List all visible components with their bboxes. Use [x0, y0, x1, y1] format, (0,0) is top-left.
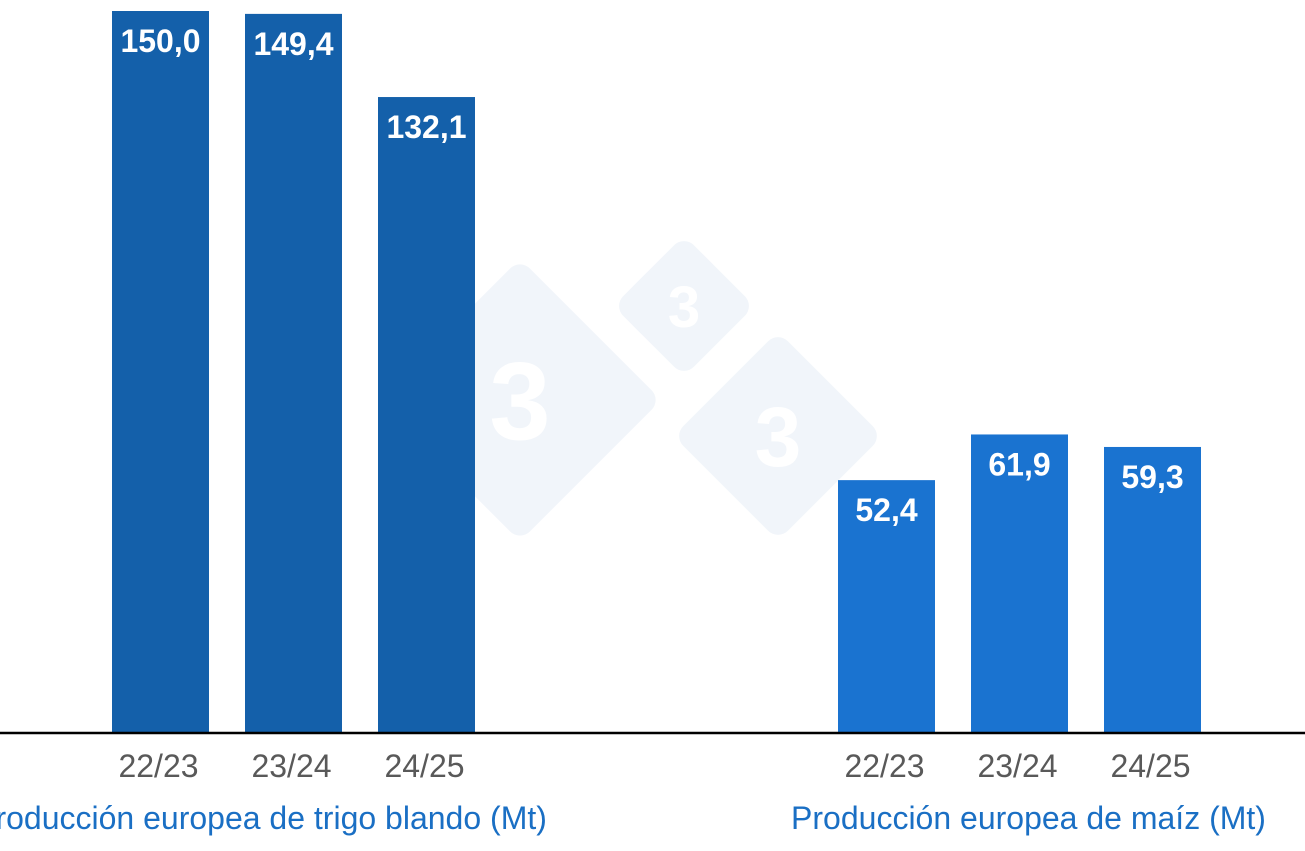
bar [378, 97, 475, 733]
bar [1104, 446, 1201, 732]
bar [838, 480, 935, 732]
x-tick-label: 23/24 [251, 748, 331, 784]
watermark-glyph: 3 [489, 341, 550, 464]
bars-layer [112, 11, 1201, 733]
bar-value-label: 150,0 [120, 23, 200, 59]
bar-value-label: 52,4 [855, 492, 917, 528]
x-tick-label: 24/25 [1110, 748, 1190, 784]
bar [112, 11, 209, 732]
x-tick-label: 22/23 [844, 748, 924, 784]
watermark-glyph: 3 [755, 390, 802, 484]
x-tick-label: 23/24 [977, 748, 1057, 784]
bar-value-label: 59,3 [1121, 459, 1183, 495]
bar-value-label: 61,9 [988, 446, 1050, 482]
bar-value-label: 132,1 [386, 109, 466, 145]
labels-layer: 150,0 22/23 149,4 23/24 132,1 24/25 Producción… [0, 23, 1266, 836]
bar [245, 13, 342, 733]
watermark-square [619, 241, 749, 371]
x-tick-label: 22/23 [118, 748, 198, 784]
group-label: Producción europea de maíz (Mt) [791, 800, 1266, 836]
x-tick-label: 24/25 [384, 748, 464, 784]
bar [971, 434, 1068, 732]
group-label: Producción europea de trigo blando (Mt) [0, 800, 547, 836]
bar-value-label: 149,4 [253, 26, 333, 62]
watermark-diamond-icon [619, 241, 749, 371]
watermark-glyph: 3 [668, 275, 700, 340]
